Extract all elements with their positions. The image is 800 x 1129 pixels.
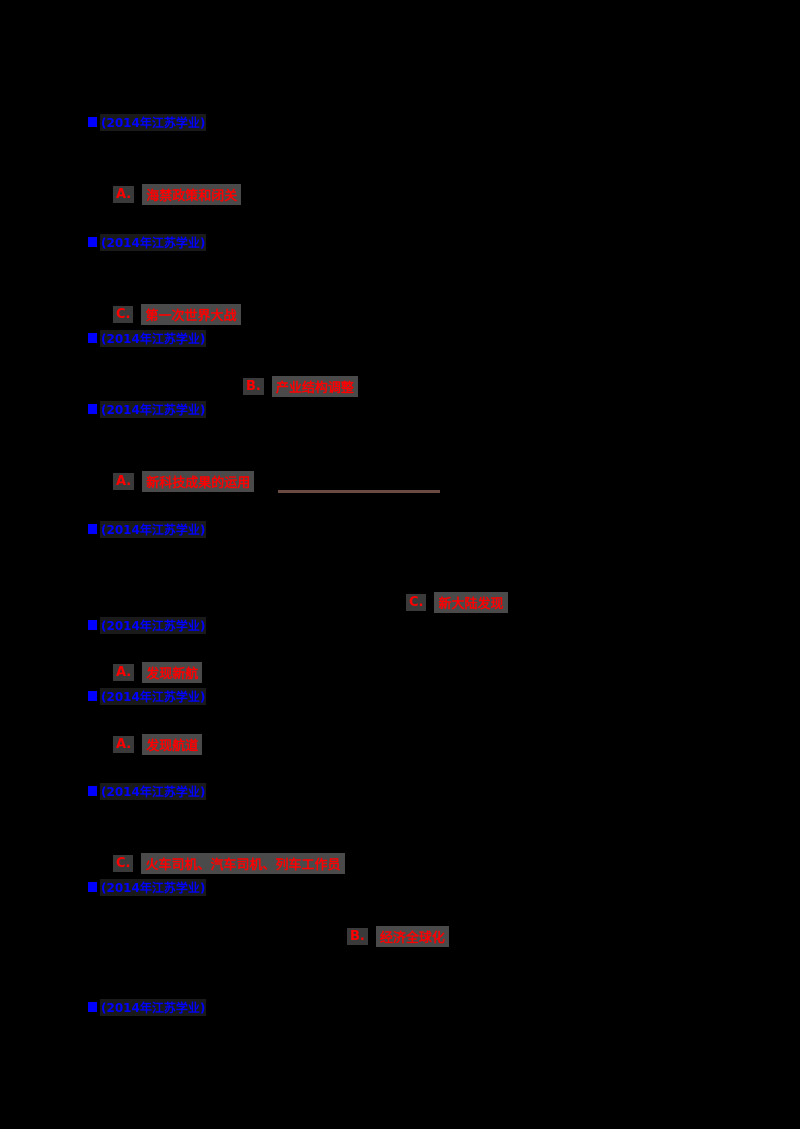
answer-letter: A. — [113, 735, 135, 753]
answer-letter: B. — [347, 927, 368, 945]
answer-line: A. 海禁政策和闭关 — [113, 183, 242, 205]
answer-text: 发现新航 — [142, 661, 203, 683]
answer-line: B. 产业结构调整 — [243, 375, 358, 397]
answer-line: B. 经济全球化 — [347, 925, 449, 947]
source-text: (2014年江苏学业) — [100, 782, 207, 800]
answer-text: 新大陆发现 — [434, 591, 508, 613]
underline-rule — [278, 490, 440, 493]
square-bullet-icon — [88, 404, 97, 414]
source-text: (2014年江苏学业) — [100, 616, 207, 634]
source-text: (2014年江苏学业) — [100, 329, 207, 347]
square-bullet-icon — [88, 333, 97, 343]
source-line: (2014年江苏学业) — [88, 520, 207, 538]
source-line: (2014年江苏学业) — [88, 113, 207, 131]
square-bullet-icon — [88, 882, 97, 892]
answer-letter: A. — [113, 663, 135, 681]
source-line: (2014年江苏学业) — [88, 782, 207, 800]
square-bullet-icon — [88, 1002, 97, 1012]
source-line: (2014年江苏学业) — [88, 233, 207, 251]
source-text: (2014年江苏学业) — [100, 113, 207, 131]
answer-text: 第一次世界大战 — [141, 303, 241, 325]
answer-letter: A. — [113, 472, 135, 490]
answer-text: 火车司机、汽车司机、列车工作员 — [141, 852, 345, 874]
answer-letter: C. — [113, 854, 134, 872]
source-line: (2014年江苏学业) — [88, 329, 207, 347]
square-bullet-icon — [88, 691, 97, 701]
answer-line: A. 新科技成果的运用 — [113, 470, 255, 492]
square-bullet-icon — [88, 237, 97, 247]
answer-letter: C. — [113, 305, 134, 323]
answer-text: 经济全球化 — [375, 925, 449, 947]
square-bullet-icon — [88, 620, 97, 630]
answer-text: 发现航道 — [142, 733, 203, 755]
square-bullet-icon — [88, 786, 97, 796]
source-line: (2014年江苏学业) — [88, 687, 207, 705]
answer-text: 产业结构调整 — [271, 375, 358, 397]
source-text: (2014年江苏学业) — [100, 520, 207, 538]
source-text: (2014年江苏学业) — [100, 878, 207, 896]
answer-letter: C. — [406, 593, 427, 611]
square-bullet-icon — [88, 524, 97, 534]
source-line: (2014年江苏学业) — [88, 998, 207, 1016]
source-text: (2014年江苏学业) — [100, 400, 207, 418]
source-line: (2014年江苏学业) — [88, 616, 207, 634]
answer-letter: A. — [113, 185, 135, 203]
answer-text: 新科技成果的运用 — [142, 470, 255, 492]
answer-line: A. 发现新航 — [113, 661, 203, 683]
source-text: (2014年江苏学业) — [100, 687, 207, 705]
answer-text: 海禁政策和闭关 — [142, 183, 242, 205]
answer-line: A. 发现航道 — [113, 733, 203, 755]
answer-letter: B. — [243, 377, 264, 395]
answer-line: C. 第一次世界大战 — [113, 303, 241, 325]
square-bullet-icon — [88, 117, 97, 127]
source-text: (2014年江苏学业) — [100, 233, 207, 251]
source-line: (2014年江苏学业) — [88, 400, 207, 418]
source-line: (2014年江苏学业) — [88, 878, 207, 896]
answer-line: C. 新大陆发现 — [406, 591, 508, 613]
answer-line: C. 火车司机、汽车司机、列车工作员 — [113, 852, 345, 874]
source-text: (2014年江苏学业) — [100, 998, 207, 1016]
